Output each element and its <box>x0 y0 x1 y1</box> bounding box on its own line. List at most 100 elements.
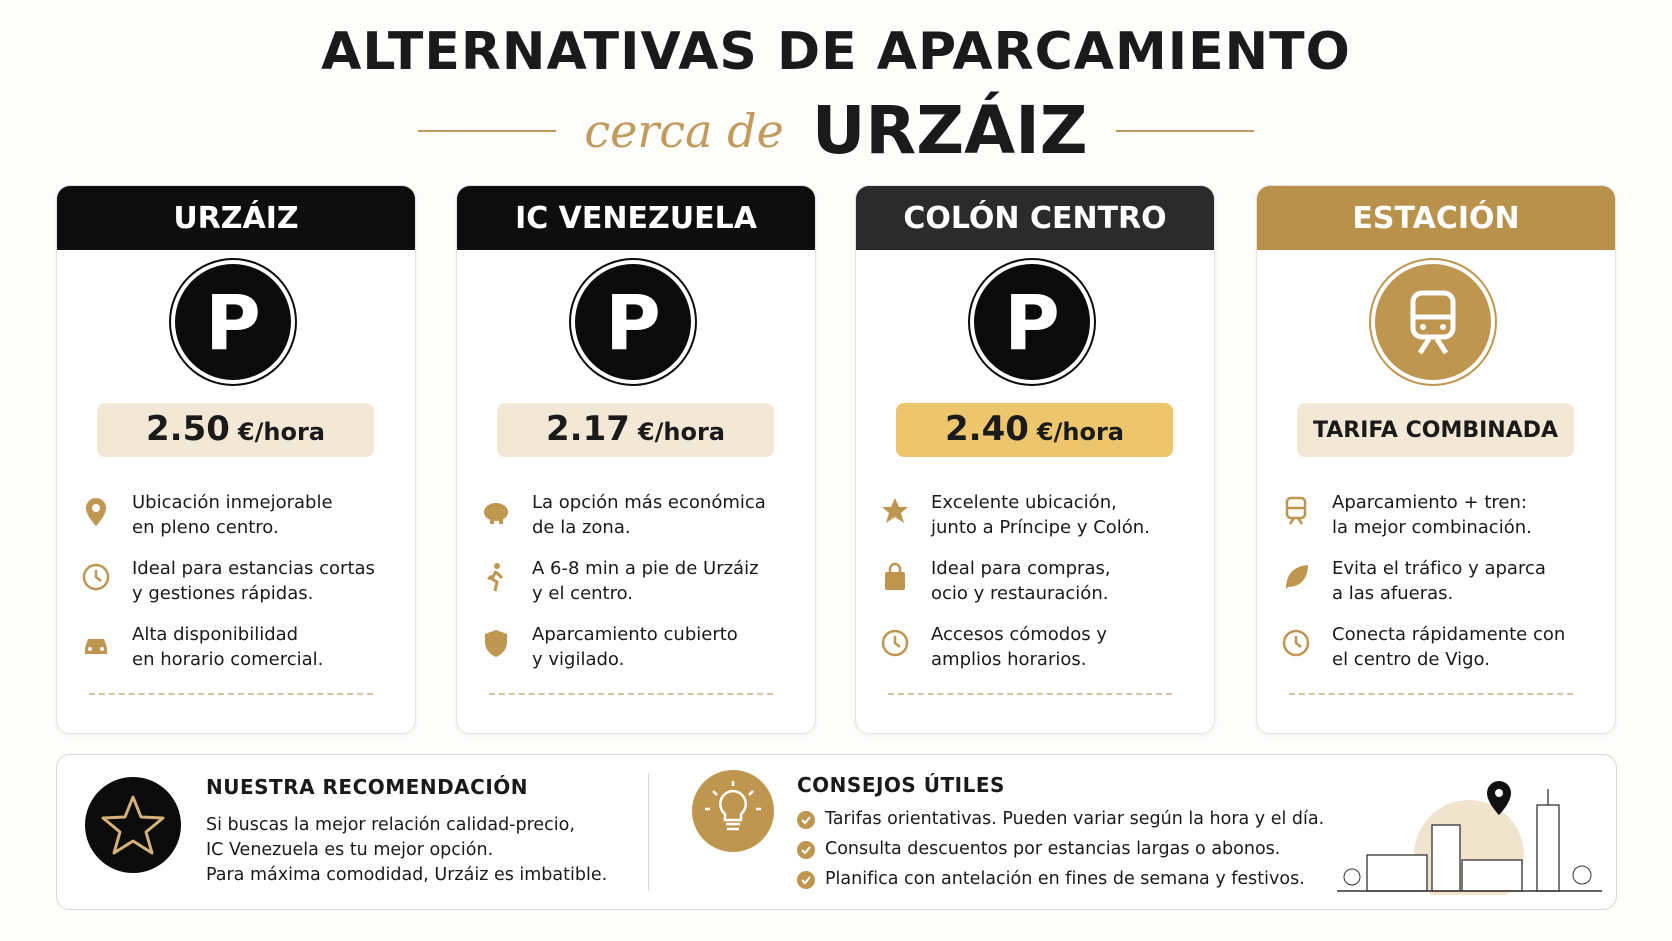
feature: Excelente ubicación, junto a Príncipe y C… <box>881 490 1201 540</box>
subtitle: cerca de URZÁIZ <box>0 92 1672 169</box>
parking-badge: P <box>575 264 691 380</box>
feature-text: La opción más económica de la zona. <box>532 490 766 540</box>
dashed-rule <box>489 693 773 695</box>
price: 2.40 <box>945 409 1029 449</box>
feature-text: A 6-8 min a pie de Urzáiz y el centro. <box>532 556 759 606</box>
price-box: 2.17 €/hora <box>497 403 774 457</box>
feature-text: Conecta rápidamente con el centro de Vigo… <box>1332 622 1565 672</box>
feature-text: Evita el tráfico y aparca a las afueras. <box>1332 556 1546 606</box>
feature: Conecta rápidamente con el centro de Vigo… <box>1282 622 1602 672</box>
check-icon <box>797 870 815 889</box>
feature-text: Ideal para estancias cortas y gestiones r… <box>132 556 375 606</box>
feature-line: junto a Príncipe y Colón. <box>931 517 1150 538</box>
item-icon <box>1285 496 1307 525</box>
item-icon <box>487 563 504 592</box>
item-icon <box>1282 629 1310 657</box>
dashed-rule <box>89 693 373 695</box>
feature-line: y gestiones rápidas. <box>132 583 314 604</box>
tip: Tarifas orientativas. Pueden variar segú… <box>797 807 1324 832</box>
bulb-icon <box>692 770 774 852</box>
item-icon <box>85 639 107 654</box>
recommendation-line: Para máxima comodidad, Urzáiz es imbatib… <box>206 865 608 885</box>
feature: Ideal para estancias cortas y gestiones r… <box>82 556 402 606</box>
subtitle-bold: URZÁIZ <box>811 92 1088 169</box>
card-title: COLÓN CENTRO <box>856 186 1214 250</box>
feature: A 6-8 min a pie de Urzáiz y el centro. <box>482 556 802 606</box>
feature-text: Ubicación inmejorable en pleno centro. <box>132 490 333 540</box>
parking-badge: P <box>175 264 291 380</box>
feature: Ideal para compras, ocio y restauración. <box>881 556 1201 606</box>
item-icon <box>484 503 508 524</box>
check-icon <box>797 810 815 829</box>
feature-line: Alta disponibilidad <box>132 624 299 645</box>
tip-text: Consulta descuentos por estancias largas… <box>825 839 1281 859</box>
parking-badge: P <box>974 264 1090 380</box>
feature: Accesos cómodos y amplios horarios. <box>881 622 1201 672</box>
item-icon <box>86 498 106 526</box>
feature: Aparcamiento + tren: la mejor combinación… <box>1282 490 1602 540</box>
price-unit: €/hora <box>1036 418 1124 446</box>
feature-text: Alta disponibilidad en horario comercial. <box>132 622 323 672</box>
tip-text: Tarifas orientativas. Pueden variar segú… <box>825 809 1325 829</box>
card: ESTACIÓN TARIFA COMBINADA Aparcamiento + t… <box>1256 185 1616 734</box>
feature-line: a las afueras. <box>1332 583 1454 604</box>
feature-line: en pleno centro. <box>132 517 279 538</box>
dashed-rule <box>888 693 1172 695</box>
feature-line: en horario comercial. <box>132 649 324 670</box>
price-unit: €/hora <box>237 418 325 446</box>
price-box: 2.40 €/hora <box>896 403 1173 457</box>
subtitle-script: cerca de <box>584 103 784 158</box>
check-icon <box>797 840 815 859</box>
card: IC VENEZUELA P 2.17 €/hora La opción más eco… <box>456 185 816 734</box>
recommendation-line: IC Venezuela es tu mejor opción. <box>206 840 494 860</box>
item-icon <box>485 630 507 657</box>
feature-line: Aparcamiento cubierto <box>532 624 738 645</box>
feature: Ubicación inmejorable en pleno centro. <box>82 490 402 540</box>
tip: Planifica con antelación en fines de sem… <box>797 867 1324 892</box>
price-box: TARIFA COMBINADA <box>1297 403 1574 457</box>
feature-line: Conecta rápidamente con <box>1332 624 1566 645</box>
divider <box>648 773 649 891</box>
feature-text: Aparcamiento + tren: la mejor combinación… <box>1332 490 1532 540</box>
train-badge <box>1375 264 1491 380</box>
feature-line: Accesos cómodos y <box>931 624 1108 645</box>
feature: Alta disponibilidad en horario comercial. <box>82 622 402 672</box>
card: COLÓN CENTRO P 2.40 €/hora Excelente ubicaci… <box>855 185 1215 734</box>
feature-line: Ideal para estancias cortas <box>132 558 375 579</box>
feature-line: y vigilado. <box>532 649 625 670</box>
dashed-rule <box>1289 693 1573 695</box>
feature-line: de la zona. <box>532 517 631 538</box>
rule <box>1115 129 1254 132</box>
feature-line: el centro de Vigo. <box>1332 649 1490 670</box>
recommendation-text: Si buscas la mejor relación calidad-prec… <box>206 813 607 888</box>
item-icon <box>1286 565 1308 589</box>
item-icon <box>82 563 110 591</box>
bottom-panel: NUESTRA RECOMENDACIÓN Si buscas la mejor… <box>56 754 1617 910</box>
feature-line: A 6-8 min a pie de Urzáiz <box>532 558 759 579</box>
feature-text: Accesos cómodos y amplios horarios. <box>931 622 1107 672</box>
feature-line: Ubicación inmejorable <box>132 492 333 513</box>
feature: La opción más económica de la zona. <box>482 490 802 540</box>
item-icon <box>881 629 909 657</box>
recommendation-title: NUESTRA RECOMENDACIÓN <box>206 775 529 799</box>
feature-line: La opción más económica <box>532 492 766 513</box>
rule <box>418 129 557 132</box>
tip-text: Planifica con antelación en fines de sem… <box>825 869 1305 889</box>
tips-title: CONSEJOS ÚTILES <box>797 773 1005 797</box>
item-icon <box>885 562 905 590</box>
price: 2.17 <box>546 409 630 449</box>
tips-list: Tarifas orientativas. Pueden variar segú… <box>797 807 1324 897</box>
feature: Evita el tráfico y aparca a las afueras. <box>1282 556 1602 606</box>
feature-line: ocio y restauración. <box>931 583 1109 604</box>
feature-text: Excelente ubicación, junto a Príncipe y C… <box>931 490 1150 540</box>
feature-text: Aparcamiento cubierto y vigilado. <box>532 622 738 672</box>
title: ALTERNATIVAS DE APARCAMIENTO <box>321 22 1351 82</box>
feature-line: Aparcamiento + tren: <box>1332 492 1527 513</box>
price: 2.50 <box>146 409 230 449</box>
city-illustration <box>1337 781 1602 895</box>
feature: Aparcamiento cubierto y vigilado. <box>482 622 802 672</box>
card: URZÁIZ P 2.50 €/hora Ubicación inmejorable en… <box>56 185 416 734</box>
price-box: 2.50 €/hora <box>97 403 374 457</box>
card-title: URZÁIZ <box>57 186 415 250</box>
